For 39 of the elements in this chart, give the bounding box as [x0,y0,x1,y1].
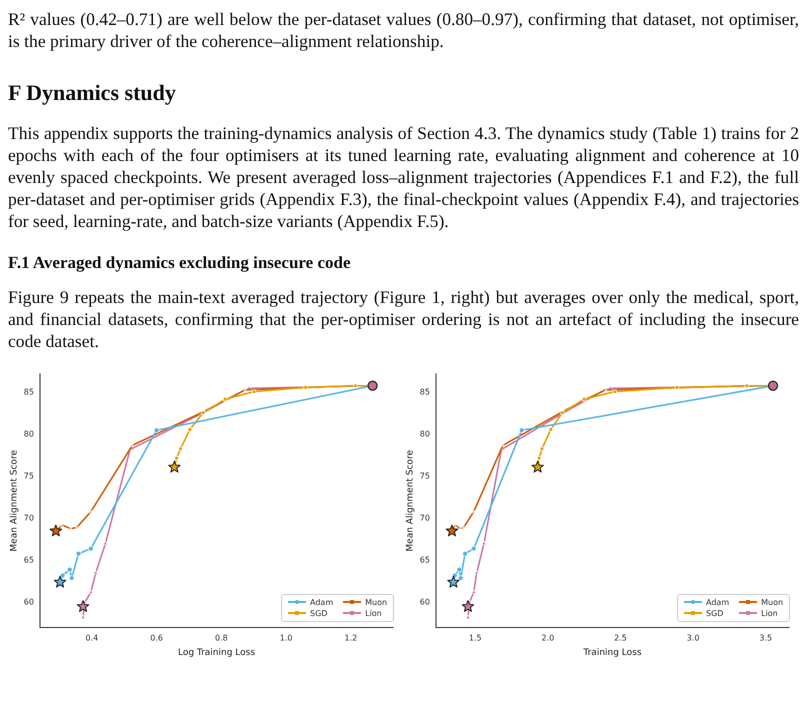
text: F.1 Averaged dynamics excluding insecure code [8,252,352,274]
x-tick-label: 2.0 [541,633,554,642]
text: R² values (0.42–0.71) are well below the per-dataset values (0.80–0.97), confirming that dataset, not optimiser, is the primary driver of the coherence–alignment relationship. [8,8,799,52]
x-tick-label: 0.8 [214,633,228,642]
legend-label: SGD [310,608,328,618]
legend-label: Lion [761,608,778,618]
legend-label: Muon [761,598,784,607]
x-axis-title: Log Training Loss [178,648,256,658]
x-tick-label: 1.0 [280,633,292,642]
legend-label: Adam [310,598,334,607]
y-tick-label: 65 [24,556,34,564]
legend-label: SGD [706,608,724,618]
legend-label: Adam [706,598,730,607]
y-tick-label: 70 [24,514,34,523]
y-tick-label: 80 [24,430,34,439]
y-tick-label: 85 [24,388,34,397]
y-tick-label: 75 [420,472,430,481]
y-tick-label: 70 [420,514,430,523]
x-tick-label: 1.2 [344,633,358,642]
y-axis-title: Mean Alignment Score [10,450,20,552]
legend-label: Muon [365,598,388,607]
y-tick-label: 75 [24,472,34,481]
y-axis-title: Mean Alignment Score [406,450,416,552]
y-tick-label: 80 [420,430,430,439]
y-tick-label: 85 [420,388,430,397]
x-tick-label: 3.5 [759,633,772,642]
y-tick-label: 65 [420,556,430,564]
caption: Figure 9 repeats the main-text averaged trajectory (Figure 1, right) but averages over only the medical, sport, and financial datasets, confirming that the per-optimiser ordering is not an artefact of including the insecure code dataset. [8,286,799,352]
x-tick-label: 1.5 [468,633,482,642]
y-tick-label: 60 [24,597,34,606]
text: This appendix supports the training-dynamics analysis of Section 4.3. The dynamics study (Table 1) trains for 2 epochs with each of the four optimisers at its tuned learning rate, evaluating alignment and coherence at 10 evenly spaced checkpoints. We present averaged loss–alignment trajectories (Appendices F.1 and F.2), the full per-dataset and per-optimiser grids (Appendix F.3), the final-checkpoint values (Appendix F.4), and trajectories for seed, learning-rate, and batch-size variants (Appendix F.5). [8,122,799,232]
legend-label: Lion [365,608,382,618]
x-tick-label: 3.0 [686,633,700,642]
x-tick-label: 0.6 [150,633,163,642]
x-tick-label: 2.5 [614,633,627,642]
x-axis-title: Training Loss [582,648,642,658]
x-tick-label: 0.4 [85,633,98,642]
text: F Dynamics study [8,80,177,105]
y-tick-label: 60 [420,597,430,606]
